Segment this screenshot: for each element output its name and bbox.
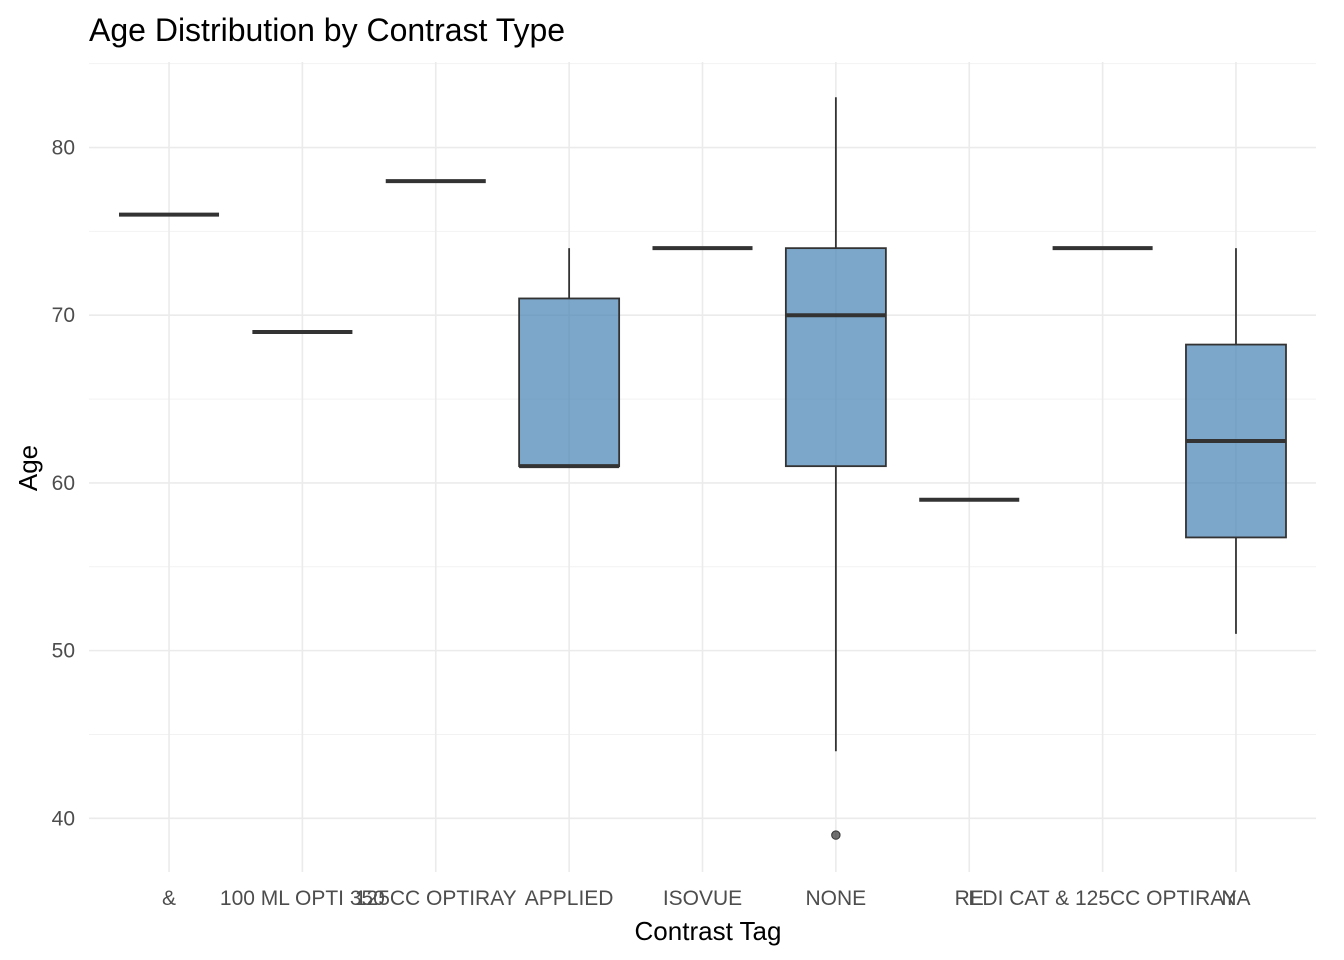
box-group [1185,248,1287,634]
x-tick-label: APPLIED [525,887,614,910]
outlier-point [831,830,841,840]
chart-title: Age Distribution by Contrast Type [89,12,565,48]
iqr-box [518,297,621,468]
x-tick-label: NA [1221,887,1250,910]
y-axis-tick-labels: 40 50 60 70 80 [52,137,75,831]
box-series [119,97,1287,840]
x-axis-title: Contrast Tag [635,916,782,946]
y-tick-label: 60 [52,472,75,495]
x-tick-label: ISOVUE [663,887,742,910]
x-tick-label: NONE [806,887,867,910]
x-tick-label: & [162,887,176,910]
box-group [518,248,621,469]
y-tick-label: 40 [52,807,75,830]
y-tick-label: 70 [52,304,75,327]
x-tick-label: 125CC OPTIRAY [355,887,517,910]
plot-grid [89,62,1316,872]
x-tick-label: EDI CAT & 125CC OPTIRAY [968,887,1236,910]
y-axis-title: Age [13,445,43,491]
x-tick-label: RE [955,887,984,910]
x-tick-label: 100 ML OPTI 350 [220,887,385,910]
iqr-box [784,247,887,468]
y-tick-label: 80 [52,137,75,160]
y-tick-label: 50 [52,640,75,663]
box-group [784,97,887,840]
